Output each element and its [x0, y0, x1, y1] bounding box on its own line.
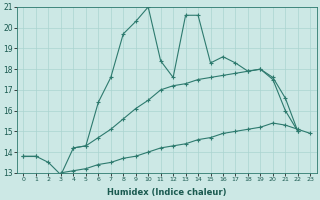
X-axis label: Humidex (Indice chaleur): Humidex (Indice chaleur) [107, 188, 227, 197]
